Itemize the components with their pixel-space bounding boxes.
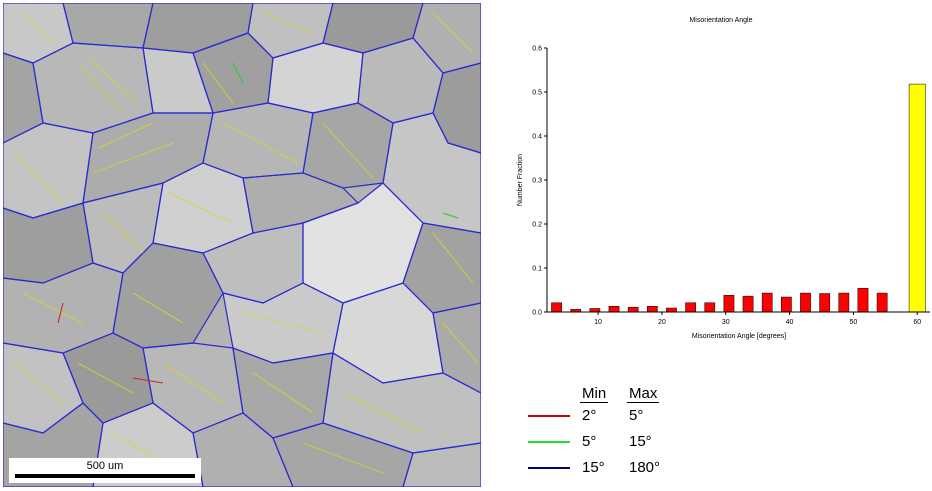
x-axis-label: Misorientation Angle [degrees] bbox=[692, 333, 786, 340]
bar bbox=[819, 293, 831, 313]
legend-swatch-high bbox=[528, 467, 570, 469]
twin-boundaries bbox=[12, 12, 479, 474]
legend-min-value: 2° bbox=[582, 407, 597, 424]
chart-title: Misorientation Angle bbox=[689, 17, 752, 24]
y-tick-label: 0.5 bbox=[532, 90, 542, 97]
bar bbox=[666, 307, 677, 313]
bar bbox=[800, 292, 811, 313]
legend-min-header: Min bbox=[580, 385, 609, 403]
bar bbox=[838, 292, 850, 313]
bar bbox=[589, 308, 601, 313]
bar bbox=[608, 306, 620, 313]
y-tick-label: 0.2 bbox=[532, 222, 542, 229]
grain-boundaries-high-angle bbox=[3, 3, 481, 487]
bar bbox=[646, 306, 658, 313]
y-axis-ticks: 0.0 0.1 0.2 0.3 0.4 0.5 0.6 bbox=[532, 46, 547, 317]
bar bbox=[704, 302, 716, 313]
low-angle-boundaries bbox=[57, 62, 459, 384]
bar bbox=[723, 295, 735, 313]
x-axis-ticks: 10 20 30 40 50 60 bbox=[594, 312, 921, 326]
y-axis-label: Number Fraction bbox=[517, 154, 524, 206]
x-tick-label: 40 bbox=[786, 319, 794, 326]
legend-min-value: 15° bbox=[582, 459, 605, 476]
bar bbox=[781, 296, 792, 313]
y-tick-label: 0.1 bbox=[532, 266, 542, 273]
bar bbox=[742, 295, 754, 313]
legend-swatch-low bbox=[528, 415, 570, 417]
scale-bar-label: 500 um bbox=[86, 460, 124, 472]
y-tick-label: 0.6 bbox=[532, 46, 542, 53]
ebsd-grain-boundary-map: 500 um bbox=[3, 3, 481, 487]
bar bbox=[876, 292, 888, 313]
legend-max-header: Max bbox=[627, 385, 660, 403]
bar bbox=[761, 292, 773, 313]
x-tick-label: 10 bbox=[594, 319, 602, 326]
boundary-legend: Min Max 2° 5° 5° 15° 15° 180° bbox=[528, 385, 728, 485]
scale-bar-box: 500 um bbox=[9, 458, 201, 483]
y-tick-label: 0.3 bbox=[532, 178, 542, 185]
legend-max-value: 180° bbox=[629, 459, 661, 476]
x-tick-label: 50 bbox=[850, 319, 858, 326]
y-tick-label: 0.4 bbox=[532, 134, 542, 141]
legend-swatch-mid bbox=[528, 441, 570, 443]
x-tick-label: 20 bbox=[658, 319, 666, 326]
legend-max-value: 15° bbox=[629, 433, 652, 450]
bar bbox=[857, 287, 869, 313]
legend-max-value: 5° bbox=[629, 407, 644, 424]
bar bbox=[685, 302, 696, 313]
bar bbox=[627, 306, 639, 313]
y-tick-label: 0.0 bbox=[532, 310, 542, 317]
bar bbox=[908, 83, 926, 313]
grain-shading bbox=[3, 3, 481, 487]
scale-bar bbox=[15, 474, 195, 478]
bars bbox=[551, 83, 926, 313]
x-tick-label: 30 bbox=[722, 319, 730, 326]
x-tick-label: 60 bbox=[913, 319, 921, 326]
bar bbox=[551, 302, 562, 313]
misorientation-chart: Misorientation Angle 0.00.10.20.30.40.50… bbox=[517, 17, 930, 340]
legend-min-value: 5° bbox=[582, 433, 597, 450]
